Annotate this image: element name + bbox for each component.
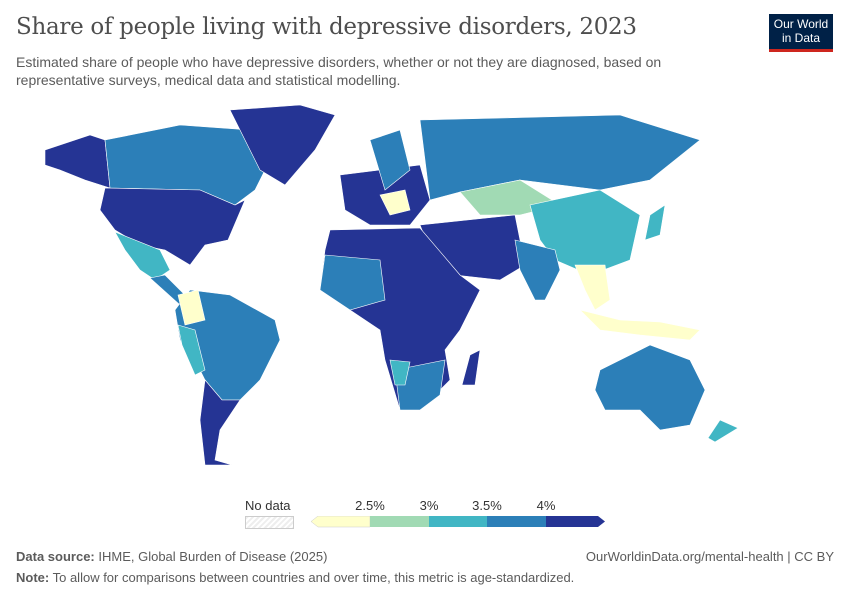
region-central-europe[interactable] [379,189,411,216]
map-legend: No data 2.5% 3% 3.5% 4% [240,498,620,538]
region-new-zealand[interactable] [707,419,739,443]
region-west-africa[interactable] [319,254,386,311]
region-russia[interactable] [419,114,701,201]
region-australia[interactable] [594,344,706,431]
source-text: IHME, Global Burden of Disease (2025) [98,549,328,564]
region-colombia[interactable] [177,289,206,326]
legend-bin-2 [370,516,429,527]
legend-bin-5 [546,516,605,527]
region-madagascar[interactable] [461,349,481,386]
note-text: To allow for comparisons between countri… [52,570,575,585]
region-china[interactable] [529,189,641,276]
region-japan[interactable] [644,204,666,241]
no-data-label: No data [245,498,291,513]
data-source: Data source: IHME, Global Burden of Dise… [16,549,327,564]
legend-tick: 3% [419,498,439,513]
legend-bin-1 [310,516,371,528]
owid-logo[interactable]: Our World in Data [769,14,833,52]
source-label: Data source: [16,549,95,564]
region-angola[interactable] [389,359,411,386]
chart-subtitle: Estimated share of people who have depre… [16,54,662,88]
color-scale [310,516,605,528]
region-argentina[interactable] [199,379,241,466]
legend-bin-4 [487,516,546,527]
chart-title: Share of people living with depressive d… [16,14,637,40]
region-india[interactable] [514,239,561,301]
owid-link[interactable]: OurWorldinData.org/mental-health | CC BY [585,549,834,564]
region-scandinavia[interactable] [369,129,411,191]
legend-tick: 4% [536,498,556,513]
region-usa[interactable] [99,187,246,266]
logo-line: in Data [781,31,821,45]
world-map[interactable] [0,100,850,480]
note-label: Note: [16,570,50,585]
logo-line: Our World [773,17,829,31]
region-southeast-asia[interactable] [574,264,611,311]
region-greenland[interactable] [229,104,336,186]
legend-tick: 3.5% [472,498,502,513]
region-peru[interactable] [177,324,206,376]
region-alaska[interactable] [44,134,111,189]
legend-tick: 2.5% [355,498,385,513]
region-indonesia[interactable] [579,309,701,341]
note: Note: To allow for comparisons between c… [16,570,574,585]
no-data-swatch [245,516,294,529]
legend-bin-3 [429,516,487,527]
